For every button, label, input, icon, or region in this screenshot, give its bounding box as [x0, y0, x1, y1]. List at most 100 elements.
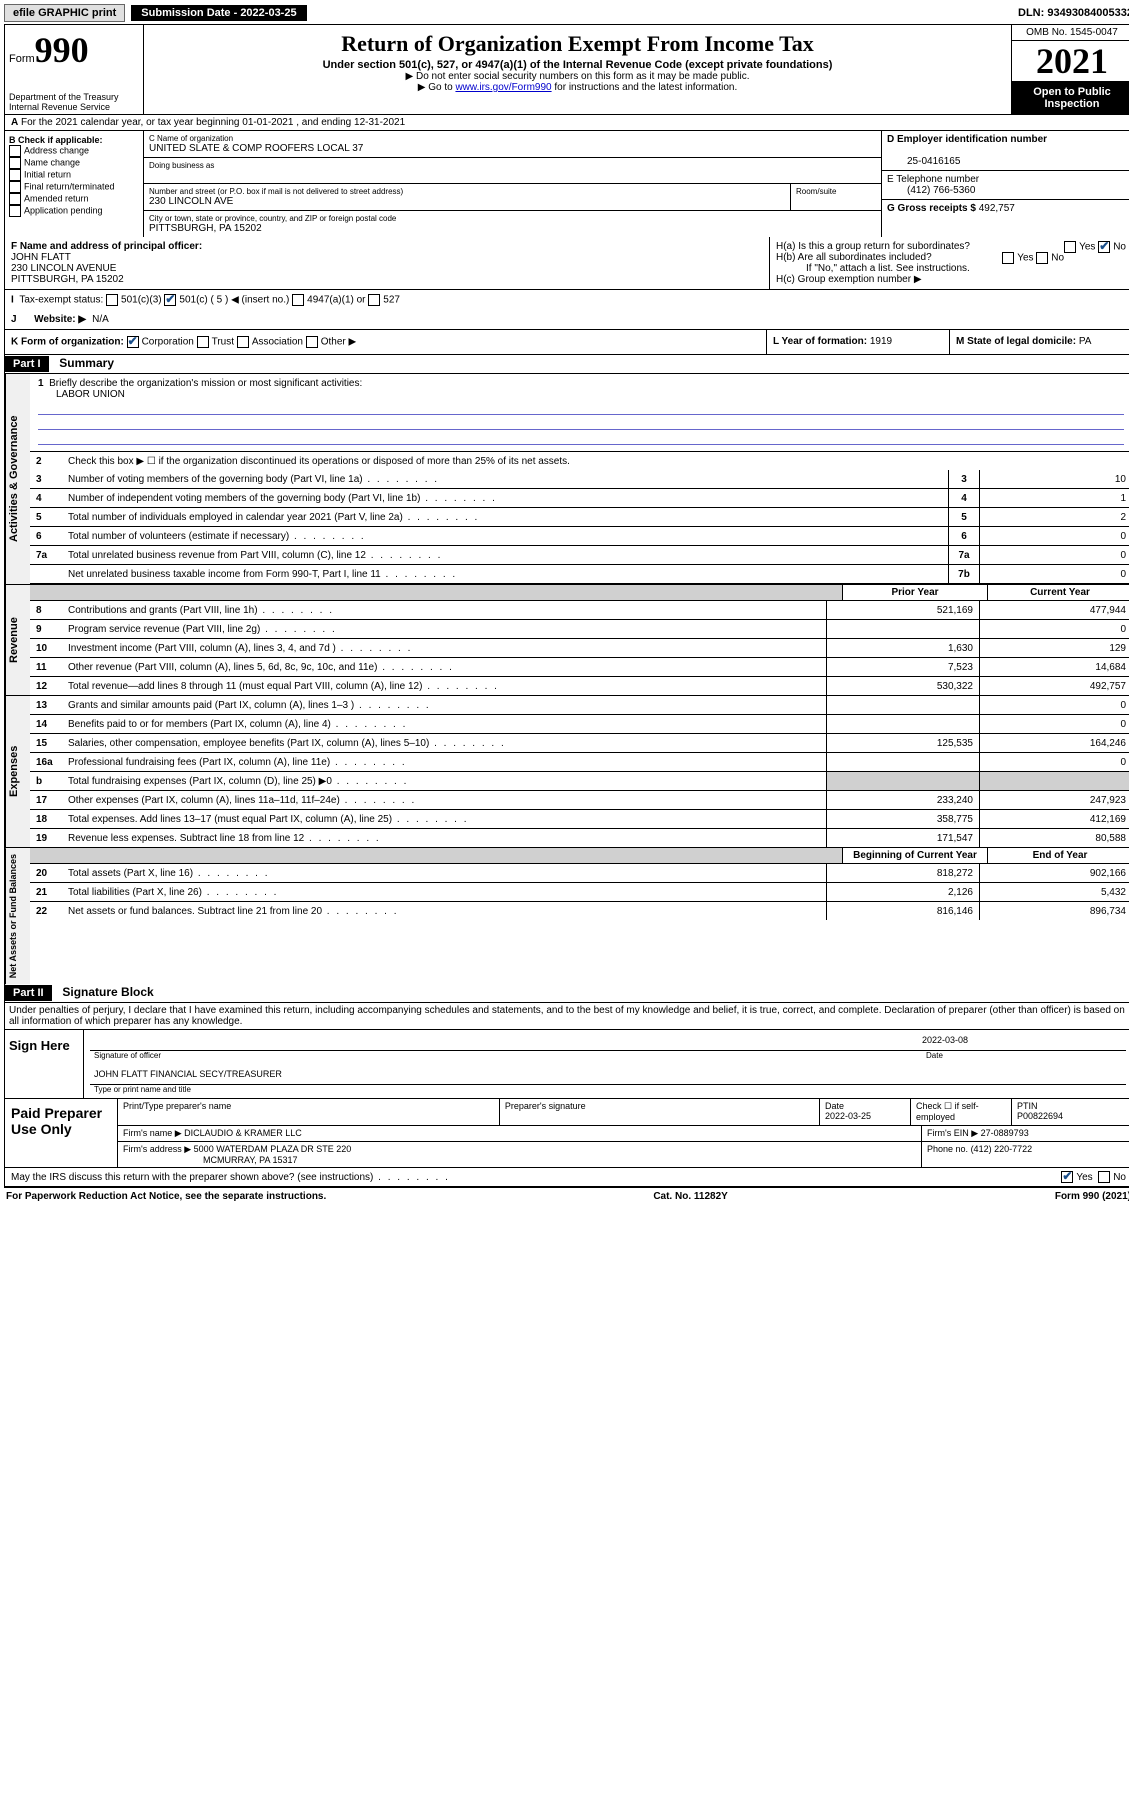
col-b: B Check if applicable: Address change Na… — [5, 131, 144, 237]
officer-name: JOHN FLATT — [11, 252, 71, 263]
summary-line: 13Grants and similar amounts paid (Part … — [30, 696, 1129, 715]
summary-line: 22Net assets or fund balances. Subtract … — [30, 902, 1129, 920]
dln-label: DLN: 93493084005332 — [1018, 7, 1129, 19]
firm-addr1: 5000 WATERDAM PLAZA DR STE 220 — [194, 1144, 352, 1154]
footer-mid: Cat. No. 11282Y — [653, 1191, 727, 1202]
f-label: F Name and address of principal officer: — [11, 241, 202, 252]
part-ii-header: Part II — [5, 985, 52, 1001]
m-value: PA — [1079, 336, 1092, 347]
summary-line: 5Total number of individuals employed in… — [30, 508, 1129, 527]
current-year-header: Current Year — [987, 585, 1129, 600]
firm-addr-label: Firm's address ▶ — [123, 1144, 191, 1154]
ha-label: H(a) Is this a group return for subordin… — [776, 241, 1126, 252]
city-state-zip: PITTSBURGH, PA 15202 — [149, 223, 876, 234]
form-note2: ▶ Go to www.irs.gov/Form990 for instruct… — [150, 82, 1005, 93]
prep-name-label: Print/Type preparer's name — [123, 1101, 494, 1111]
gov-label: Activities & Governance — [5, 374, 30, 584]
addr-label: Number and street (or P.O. box if mail i… — [149, 187, 785, 196]
summary-line: 18Total expenses. Add lines 13–17 (must … — [30, 810, 1129, 829]
line-a: A For the 2021 calendar year, or tax yea… — [5, 115, 1129, 131]
prep-date: 2022-03-25 — [825, 1111, 905, 1121]
summary-line: 14Benefits paid to or for members (Part … — [30, 715, 1129, 734]
summary-line: 11Other revenue (Part VIII, column (A), … — [30, 658, 1129, 677]
prep-phone: (412) 220-7722 — [971, 1144, 1033, 1154]
part-i-title: Summary — [59, 356, 114, 370]
form-title: Return of Organization Exempt From Incom… — [150, 31, 1005, 57]
submission-date: Submission Date - 2022-03-25 — [131, 5, 306, 21]
sign-date: 2022-03-08 — [918, 1034, 1126, 1050]
dba-label: Doing business as — [149, 161, 876, 170]
ptin-label: PTIN — [1017, 1101, 1127, 1111]
ptin-value: P00822694 — [1017, 1111, 1127, 1121]
form-note1: ▶ Do not enter social security numbers o… — [150, 71, 1005, 82]
summary-line: 16aProfessional fundraising fees (Part I… — [30, 753, 1129, 772]
dept-label: Department of the Treasury Internal Reve… — [9, 92, 119, 112]
top-bar: efile GRAPHIC print Submission Date - 20… — [4, 4, 1129, 22]
efile-button[interactable]: efile GRAPHIC print — [4, 4, 125, 22]
form-header: Form990 Department of the Treasury Inter… — [5, 25, 1129, 115]
summary-line: 20Total assets (Part X, line 16)818,2729… — [30, 864, 1129, 883]
irs-link[interactable]: www.irs.gov/Form990 — [455, 82, 551, 93]
summary-line: 17Other expenses (Part IX, column (A), l… — [30, 791, 1129, 810]
form-number: Form990 — [9, 29, 139, 71]
summary-line: 15Salaries, other compensation, employee… — [30, 734, 1129, 753]
officer-print-name: JOHN FLATT FINANCIAL SECY/TREASURER — [90, 1068, 286, 1084]
date-label: Date — [926, 1051, 1126, 1060]
summary-line: 7aTotal unrelated business revenue from … — [30, 546, 1129, 565]
phone-label: E Telephone number — [887, 174, 979, 185]
prior-year-header: Prior Year — [842, 585, 987, 600]
firm-addr2: MCMURRAY, PA 15317 — [203, 1155, 298, 1165]
firm-name: DICLAUDIO & KRAMER LLC — [184, 1128, 302, 1138]
website-value: N/A — [92, 314, 109, 325]
gross-label: G Gross receipts $ — [887, 203, 976, 214]
officer-addr1: 230 LINCOLN AVENUE — [11, 263, 116, 274]
self-emp-label: Check ☐ if self-employed — [911, 1099, 1012, 1125]
hb-note: If "No," attach a list. See instructions… — [806, 263, 1126, 274]
mission-text: LABOR UNION — [56, 389, 125, 400]
hc-label: H(c) Group exemption number ▶ — [776, 274, 1126, 285]
rev-label: Revenue — [5, 585, 30, 695]
summary-line: 21Total liabilities (Part X, line 26)2,1… — [30, 883, 1129, 902]
phone-value: (412) 766-5360 — [907, 185, 975, 196]
begin-year-header: Beginning of Current Year — [842, 848, 987, 863]
form-container: Form990 Department of the Treasury Inter… — [4, 24, 1129, 1188]
declaration-text: Under penalties of perjury, I declare th… — [5, 1003, 1129, 1030]
sign-here-label: Sign Here — [5, 1030, 83, 1098]
c-name-label: C Name of organization — [149, 134, 876, 143]
summary-line: Net unrelated business taxable income fr… — [30, 565, 1129, 584]
ein-label: D Employer identification number — [887, 134, 1047, 145]
exp-label: Expenses — [5, 696, 30, 847]
net-label: Net Assets or Fund Balances — [5, 848, 30, 984]
summary-line: 6Total number of volunteers (estimate if… — [30, 527, 1129, 546]
inspection-label: Open to Public Inspection — [1012, 82, 1129, 114]
j-label: Website: ▶ — [34, 314, 86, 325]
gross-value: 492,757 — [979, 203, 1015, 214]
name-title-label: Type or print name and title — [90, 1085, 1126, 1094]
street-address: 230 LINCOLN AVE — [149, 196, 785, 207]
firm-name-label: Firm's name ▶ — [123, 1128, 182, 1138]
summary-line: 12Total revenue—add lines 8 through 11 (… — [30, 677, 1129, 695]
summary-line: 19Revenue less expenses. Subtract line 1… — [30, 829, 1129, 847]
footer-right: Form 990 (2021) — [1055, 1191, 1129, 1202]
end-year-header: End of Year — [987, 848, 1129, 863]
may-discuss-text: May the IRS discuss this return with the… — [11, 1172, 1061, 1183]
org-name: UNITED SLATE & COMP ROOFERS LOCAL 37 — [149, 143, 876, 154]
ein-value: 25-0416165 — [907, 156, 960, 167]
firm-ein-label: Firm's EIN ▶ — [927, 1128, 978, 1138]
firm-ein: 27-0889793 — [981, 1128, 1029, 1138]
i-label: Tax-exempt status: — [19, 295, 103, 306]
k-label: K Form of organization: — [11, 337, 124, 348]
section-b-f: B Check if applicable: Address change Na… — [5, 131, 1129, 237]
m-label: M State of legal domicile: — [956, 336, 1076, 347]
summary-line: 3Number of voting members of the governi… — [30, 470, 1129, 489]
part-i-header: Part I — [5, 356, 49, 372]
l-label: L Year of formation: — [773, 336, 867, 347]
mission-label: Briefly describe the organization's miss… — [49, 378, 362, 389]
officer-addr2: PITTSBURGH, PA 15202 — [11, 274, 124, 285]
footer-left: For Paperwork Reduction Act Notice, see … — [6, 1191, 326, 1202]
paid-prep-label: Paid Preparer Use Only — [5, 1099, 117, 1167]
tax-year: 2021 — [1012, 41, 1129, 82]
room-label: Room/suite — [796, 187, 876, 196]
summary-line: 9Program service revenue (Part VIII, lin… — [30, 620, 1129, 639]
prep-sig-label: Preparer's signature — [505, 1101, 814, 1111]
